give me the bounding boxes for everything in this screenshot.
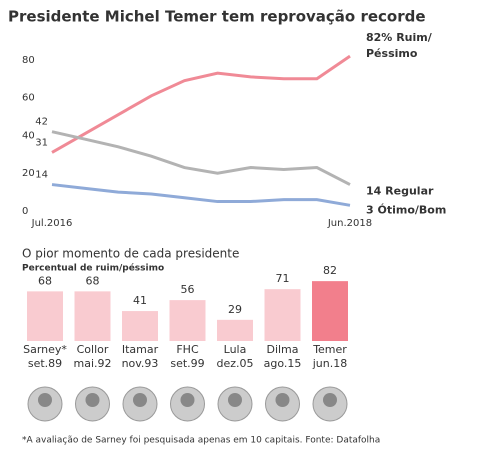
bar (169, 300, 206, 341)
y-tick-label: 80 (22, 55, 35, 66)
avatar-head (85, 393, 100, 407)
category-label: FHC (176, 343, 199, 356)
value-label: 29 (228, 303, 242, 316)
x-tick-label: Jul.2016 (31, 218, 73, 229)
line (51, 130, 351, 186)
value-label: 71 (276, 272, 290, 285)
start-label: 14 (35, 170, 48, 181)
value-label: 68 (86, 274, 100, 287)
bar (74, 291, 111, 341)
line (51, 54, 351, 154)
value-label: 41 (133, 294, 147, 307)
avatar-head (180, 393, 195, 407)
end-value: 14 (366, 185, 382, 198)
y-tick-label: 0 (22, 206, 28, 217)
date-label: nov.93 (122, 357, 159, 370)
end-label: 82% Ruim/Péssimo (366, 31, 433, 60)
end-value: 3 (366, 203, 374, 216)
avatar-head (323, 393, 337, 407)
category-label: Dilma (266, 343, 298, 356)
value-label: 56 (181, 283, 195, 296)
y-tick-label: 20 (22, 168, 35, 179)
bar-title: O pior momento de cada presidente (22, 247, 239, 261)
y-tick-label: 60 (22, 93, 35, 104)
category-label: Temer (312, 343, 347, 356)
bar-subtitle: Percentual de ruim/péssimo (22, 263, 164, 274)
end-label: 14 Regular (366, 185, 434, 198)
end-label: 3 Ótimo/Bom (366, 203, 446, 216)
date-label: set.89 (28, 357, 62, 370)
end-value: 82% (366, 31, 392, 44)
start-label: 42 (35, 117, 48, 128)
bar (27, 291, 63, 341)
date-label: set.99 (170, 357, 204, 370)
date-label: ago.15 (264, 357, 302, 370)
footnote: *A avaliação de Sarney foi pesquisada ap… (22, 436, 380, 446)
date-label: mai.92 (73, 357, 111, 370)
category-label: Itamar (122, 343, 159, 356)
category-label: Collor (77, 343, 109, 356)
y-tick-label: 40 (22, 130, 35, 141)
bar (122, 311, 158, 341)
x-tick-label: Jun.2018 (327, 218, 372, 229)
start-label: 31 (35, 137, 48, 148)
value-label: 68 (38, 274, 52, 287)
bar (264, 289, 301, 341)
line (51, 183, 351, 207)
date-label: dez.05 (216, 357, 253, 370)
avatar-head (275, 393, 290, 407)
legend-label: Regular (385, 185, 434, 198)
value-label: 82 (323, 264, 337, 277)
date-label: jun.18 (312, 357, 348, 370)
title: Presidente Michel Temer tem reprovação r… (8, 8, 426, 26)
legend-label: Ruim/ (396, 31, 433, 44)
bar (312, 281, 348, 341)
legend-label: Ótimo/Bom (378, 203, 447, 216)
avatar-head (228, 393, 242, 407)
legend-label: Péssimo (366, 47, 418, 60)
category-label: Sarney* (23, 343, 67, 356)
avatar-head (38, 393, 52, 407)
bar (217, 319, 253, 341)
avatar-head (133, 393, 147, 407)
category-label: Lula (224, 343, 247, 356)
